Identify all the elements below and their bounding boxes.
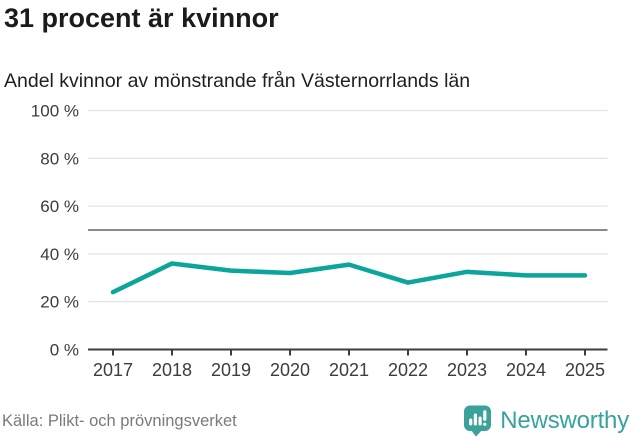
x-tick-label: 2020 (270, 360, 310, 380)
newsworthy-icon (464, 405, 492, 437)
x-tick-label: 2021 (329, 360, 369, 380)
logo-bar-3 (478, 416, 482, 426)
trend-line (110, 261, 588, 295)
y-tick-label: 80 % (40, 149, 79, 168)
y-tick-label: 40 % (40, 245, 79, 264)
logo-bubble (464, 405, 492, 431)
newsworthy-wordmark: Newsworthy (500, 407, 629, 434)
newsworthy-logo[interactable]: Newsworthy (463, 405, 629, 437)
chart-title: 31 procent är kvinnor (4, 3, 279, 33)
logo-bubble-tail (471, 430, 483, 437)
x-tick-label: 2019 (211, 360, 251, 380)
source-note: Källa: Plikt- och prövningsverket (2, 412, 237, 430)
x-tick-label: 2025 (565, 360, 605, 380)
x-tick-label: 2022 (388, 360, 428, 380)
chart-subtitle: Andel kvinnor av mönstrande från Västern… (4, 70, 471, 92)
x-tick-label: 2018 (152, 360, 192, 380)
logo-exclamation-bar (483, 410, 487, 421)
logo-bar-1 (469, 418, 473, 426)
y-tick-label: 60 % (40, 197, 79, 216)
y-tick-label: 100 % (31, 102, 79, 121)
x-tick-label: 2023 (447, 360, 487, 380)
logo-bar-2 (474, 413, 478, 426)
x-tick-label: 2024 (506, 360, 546, 380)
logo-exclamation-dot (483, 422, 487, 426)
y-tick-label: 20 % (40, 293, 79, 312)
x-tick-label: 2017 (93, 360, 133, 380)
y-tick-label: 0 % (50, 341, 79, 360)
